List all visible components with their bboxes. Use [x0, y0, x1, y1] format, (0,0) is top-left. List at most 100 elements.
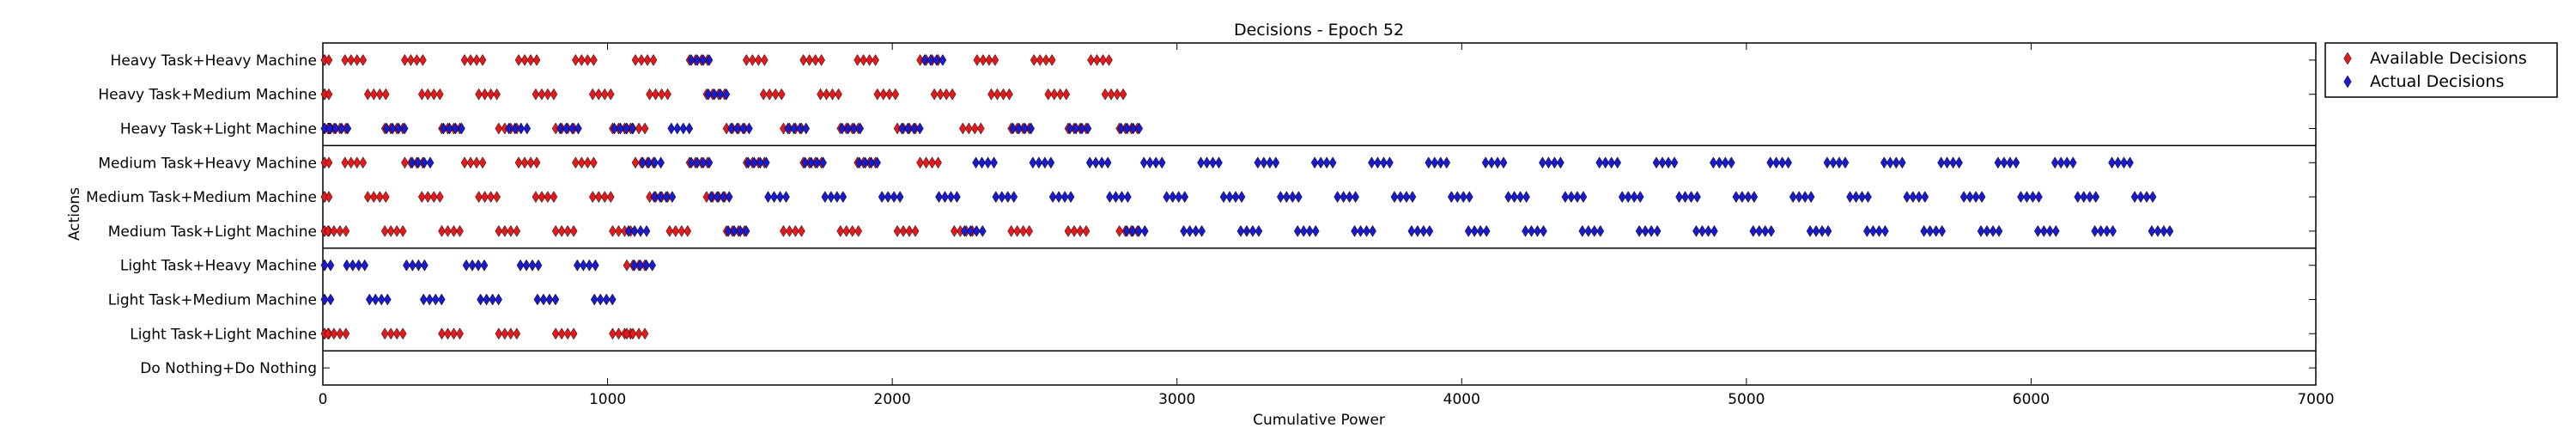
marker-actual [1921, 191, 1929, 204]
marker-actual [2126, 156, 2134, 169]
marker-actual [2103, 224, 2111, 237]
marker-actual [2012, 156, 2020, 169]
marker-available [563, 224, 572, 237]
marker-actual [650, 191, 659, 204]
marker-actual [1880, 156, 1888, 169]
x-tick-label: 6000 [2013, 391, 2050, 408]
marker-actual [1978, 191, 1986, 204]
x-axis-label: Cumulative Power [1253, 412, 1385, 429]
marker-actual [2017, 191, 2025, 204]
marker-actual [966, 224, 975, 237]
marker-actual [1818, 224, 1826, 237]
marker-actual [947, 191, 955, 204]
marker-available [438, 327, 446, 340]
marker-actual [1346, 191, 1353, 204]
y-tick-label: Do Nothing+Do Nothing [140, 360, 317, 377]
marker-actual [1573, 191, 1582, 204]
marker-actual [742, 224, 750, 237]
marker-available [526, 53, 535, 66]
marker-available [435, 88, 444, 101]
marker-actual [839, 191, 848, 204]
marker-actual [1363, 224, 1370, 237]
marker-available [569, 327, 578, 340]
marker-actual [1481, 156, 1490, 169]
marker-actual [477, 293, 484, 306]
marker-actual [1915, 191, 1923, 204]
marker-actual [1607, 156, 1616, 169]
marker-actual [776, 191, 784, 204]
marker-available [392, 327, 401, 340]
marker-actual [1761, 224, 1770, 237]
marker-available [501, 224, 509, 237]
marker-actual [1328, 156, 1337, 169]
marker-actual [2069, 156, 2077, 169]
y-tick-label: Medium Task+Medium Machine [86, 189, 317, 206]
marker-actual [856, 122, 865, 135]
marker-actual [904, 122, 912, 135]
legend-label: Actual Decisions [2370, 72, 2504, 91]
marker-actual [1015, 122, 1023, 135]
marker-actual [440, 122, 447, 135]
marker-available [976, 122, 985, 135]
marker-available [777, 88, 786, 101]
marker-actual [733, 122, 741, 135]
marker-actual [770, 191, 778, 204]
marker-actual [736, 224, 744, 237]
marker-actual [2074, 191, 2082, 204]
marker-actual [1437, 156, 1445, 169]
marker-actual [1579, 191, 1588, 204]
marker-actual [1402, 191, 1411, 204]
marker-available [557, 224, 566, 237]
marker-available [544, 88, 552, 101]
marker-available [342, 327, 350, 340]
marker-actual [687, 53, 696, 66]
marker-actual [1029, 156, 1037, 169]
marker-actual [1215, 156, 1223, 169]
marker-actual [1340, 191, 1347, 204]
marker-actual [568, 122, 576, 135]
marker-actual [382, 122, 391, 135]
marker-actual [1482, 224, 1491, 237]
marker-available [532, 191, 540, 204]
marker-available [347, 156, 355, 169]
marker-available [495, 224, 503, 237]
marker-available [1115, 224, 1123, 237]
marker-actual [1652, 156, 1661, 169]
marker-available [550, 88, 558, 101]
marker-actual [2063, 156, 2071, 169]
marker-actual [545, 293, 554, 306]
marker-available [652, 88, 659, 101]
marker-actual [927, 53, 935, 66]
marker-actual [1054, 191, 1063, 204]
marker-available [1101, 88, 1109, 101]
marker-available [330, 224, 338, 237]
marker-available [930, 88, 939, 101]
marker-actual [1869, 224, 1877, 237]
marker-actual [1728, 156, 1735, 169]
marker-actual [1846, 191, 1854, 204]
legend-marker-available [2343, 52, 2352, 65]
marker-actual [1681, 191, 1689, 204]
marker-actual [474, 259, 483, 272]
marker-actual [1772, 156, 1780, 169]
marker-available [438, 224, 446, 237]
marker-available [629, 327, 637, 340]
marker-actual [1219, 191, 1228, 204]
marker-available [423, 191, 432, 204]
marker-actual [1066, 122, 1074, 135]
marker-actual [1864, 191, 1872, 204]
marker-actual [611, 122, 618, 135]
marker-actual [693, 53, 702, 66]
marker-actual [1903, 191, 1911, 204]
marker-available [1107, 88, 1115, 101]
marker-actual [468, 259, 477, 272]
marker-actual [1692, 224, 1700, 237]
marker-available [359, 53, 368, 66]
marker-available [936, 88, 945, 101]
marker-available [623, 259, 631, 272]
marker-actual [802, 122, 811, 135]
marker-actual [1698, 224, 1706, 237]
marker-actual [1807, 191, 1815, 204]
marker-actual [2051, 224, 2060, 237]
marker-actual [850, 122, 859, 135]
